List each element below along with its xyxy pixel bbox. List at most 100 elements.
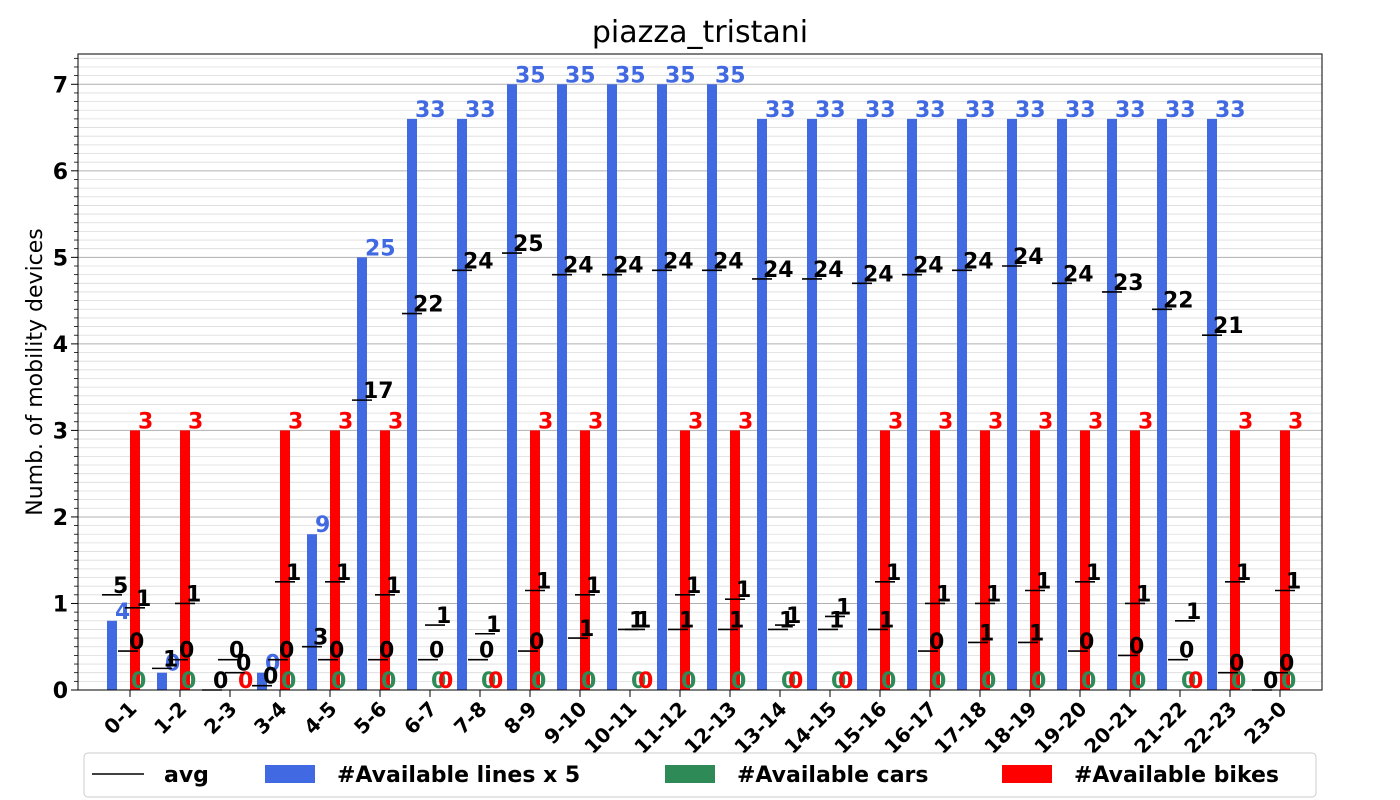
avg-value-label: 1 bbox=[536, 569, 551, 594]
avg-value-label: 1 bbox=[786, 604, 801, 629]
bar-value-label: 0 bbox=[1081, 669, 1096, 694]
legend: avg #Available lines x 5 #Available cars #A… bbox=[83, 752, 1317, 798]
y-tick-label: 0 bbox=[53, 679, 68, 704]
legend-label: avg bbox=[164, 763, 209, 788]
bar-value-label: 9 bbox=[315, 513, 330, 538]
avg-value-label: 1 bbox=[286, 561, 301, 586]
avg-value-label: 1 bbox=[436, 604, 451, 629]
avg-value-label: 22 bbox=[1163, 288, 1194, 313]
bar-value-label: 0 bbox=[331, 669, 346, 694]
avg-value-label: 5 bbox=[113, 574, 128, 599]
bar-value-label: 33 bbox=[465, 98, 496, 123]
avg-value-label: 0 bbox=[929, 630, 944, 655]
bar-value-label: 35 bbox=[615, 63, 646, 88]
bar bbox=[107, 620, 117, 690]
bar bbox=[1280, 430, 1290, 690]
bar-value-label: 3 bbox=[288, 409, 303, 434]
avg-value-label: 1 bbox=[336, 561, 351, 586]
avg-value-label: 24 bbox=[913, 254, 944, 279]
bar-value-label: 33 bbox=[415, 98, 446, 123]
bar-value-label: 0 bbox=[838, 669, 853, 694]
bar-value-label: 0 bbox=[281, 669, 296, 694]
bar-value-label: 33 bbox=[1215, 98, 1246, 123]
avg-value-label: 24 bbox=[463, 249, 494, 274]
legend-swatch bbox=[1002, 765, 1052, 783]
avg-value-label: 0 bbox=[1263, 669, 1278, 694]
x-tick-label: 5-6 bbox=[349, 697, 392, 740]
avg-value-label: 1 bbox=[1086, 561, 1101, 586]
bar bbox=[257, 672, 267, 690]
bar bbox=[1107, 118, 1117, 691]
bar bbox=[280, 430, 290, 690]
avg-value-label: 1 bbox=[1036, 569, 1051, 594]
bars bbox=[107, 84, 1290, 691]
avg-value-label: 1 bbox=[736, 578, 751, 603]
bar bbox=[857, 118, 867, 691]
bar bbox=[1157, 118, 1167, 691]
bar-value-label: 0 bbox=[1131, 669, 1146, 694]
avg-value-label: 0 bbox=[179, 639, 194, 664]
bar bbox=[657, 84, 667, 691]
y-tick-label: 2 bbox=[53, 506, 68, 531]
avg-value-label: 0 bbox=[329, 639, 344, 664]
x-tick-label: 15-16 bbox=[829, 697, 891, 759]
x-tick-label: 19-20 bbox=[1029, 697, 1091, 759]
bar-value-label: 3 bbox=[138, 409, 153, 434]
avg-value-label: 0 bbox=[263, 665, 278, 690]
bar-value-label: 0 bbox=[931, 669, 946, 694]
avg-value-label: 24 bbox=[863, 262, 894, 287]
bar bbox=[707, 84, 717, 691]
avg-value-label: 24 bbox=[963, 249, 994, 274]
bar-value-label: 0 bbox=[831, 669, 846, 694]
bar-value-label: 3 bbox=[988, 409, 1003, 434]
bar-value-label: 0 bbox=[438, 669, 453, 694]
avg-value-label: 1 bbox=[579, 617, 594, 642]
bar-value-label: 33 bbox=[915, 98, 946, 123]
bar-value-label: 0 bbox=[481, 669, 496, 694]
avg-value-label: 0 bbox=[1179, 639, 1194, 664]
avg-value-label: 1 bbox=[979, 621, 994, 646]
bar bbox=[1007, 118, 1017, 691]
bar-value-label: 3 bbox=[588, 409, 603, 434]
bar bbox=[530, 430, 540, 690]
bar-value-label: 0 bbox=[581, 669, 596, 694]
avg-value-label: 24 bbox=[713, 249, 744, 274]
avg-value-label: 24 bbox=[663, 249, 694, 274]
y-tick-label: 3 bbox=[53, 419, 68, 444]
bar bbox=[357, 257, 367, 690]
bar-value-label: 3 bbox=[188, 409, 203, 434]
y-tick-label: 4 bbox=[53, 333, 68, 358]
chart-title: piazza_tristani bbox=[592, 15, 808, 50]
y-tick-label: 1 bbox=[53, 592, 68, 617]
bar-value-label: 33 bbox=[865, 98, 896, 123]
bar-value-label: 0 bbox=[1181, 669, 1196, 694]
bar bbox=[757, 118, 767, 691]
avg-value-label: 21 bbox=[1213, 314, 1244, 339]
bar-value-label: 0 bbox=[638, 669, 653, 694]
avg-value-label: 1 bbox=[186, 582, 201, 607]
bar bbox=[180, 430, 190, 690]
bar-value-label: 33 bbox=[965, 98, 996, 123]
bar-value-label: 0 bbox=[1031, 669, 1046, 694]
bar-value-label: 3 bbox=[338, 409, 353, 434]
bar bbox=[307, 534, 317, 690]
avg-value-label: 0 bbox=[529, 630, 544, 655]
bar bbox=[1230, 430, 1240, 690]
bar-value-label: 33 bbox=[765, 98, 796, 123]
avg-value-label: 1 bbox=[1286, 569, 1301, 594]
avg-value-label: 1 bbox=[1136, 582, 1151, 607]
bar bbox=[507, 84, 517, 691]
bar-value-label: 0 bbox=[131, 669, 146, 694]
bar-value-label: 0 bbox=[531, 669, 546, 694]
avg-value-label: 3 bbox=[313, 626, 328, 651]
x-tick-label: 6-7 bbox=[399, 697, 442, 740]
bar bbox=[380, 430, 390, 690]
bar-value-label: 33 bbox=[1015, 98, 1046, 123]
plot-frame bbox=[77, 53, 1323, 691]
x-tick-label: 8-9 bbox=[499, 697, 542, 740]
bar-value-label: 3 bbox=[538, 409, 553, 434]
bar bbox=[407, 118, 417, 691]
avg-value-label: 24 bbox=[813, 258, 844, 283]
bar bbox=[730, 430, 740, 690]
